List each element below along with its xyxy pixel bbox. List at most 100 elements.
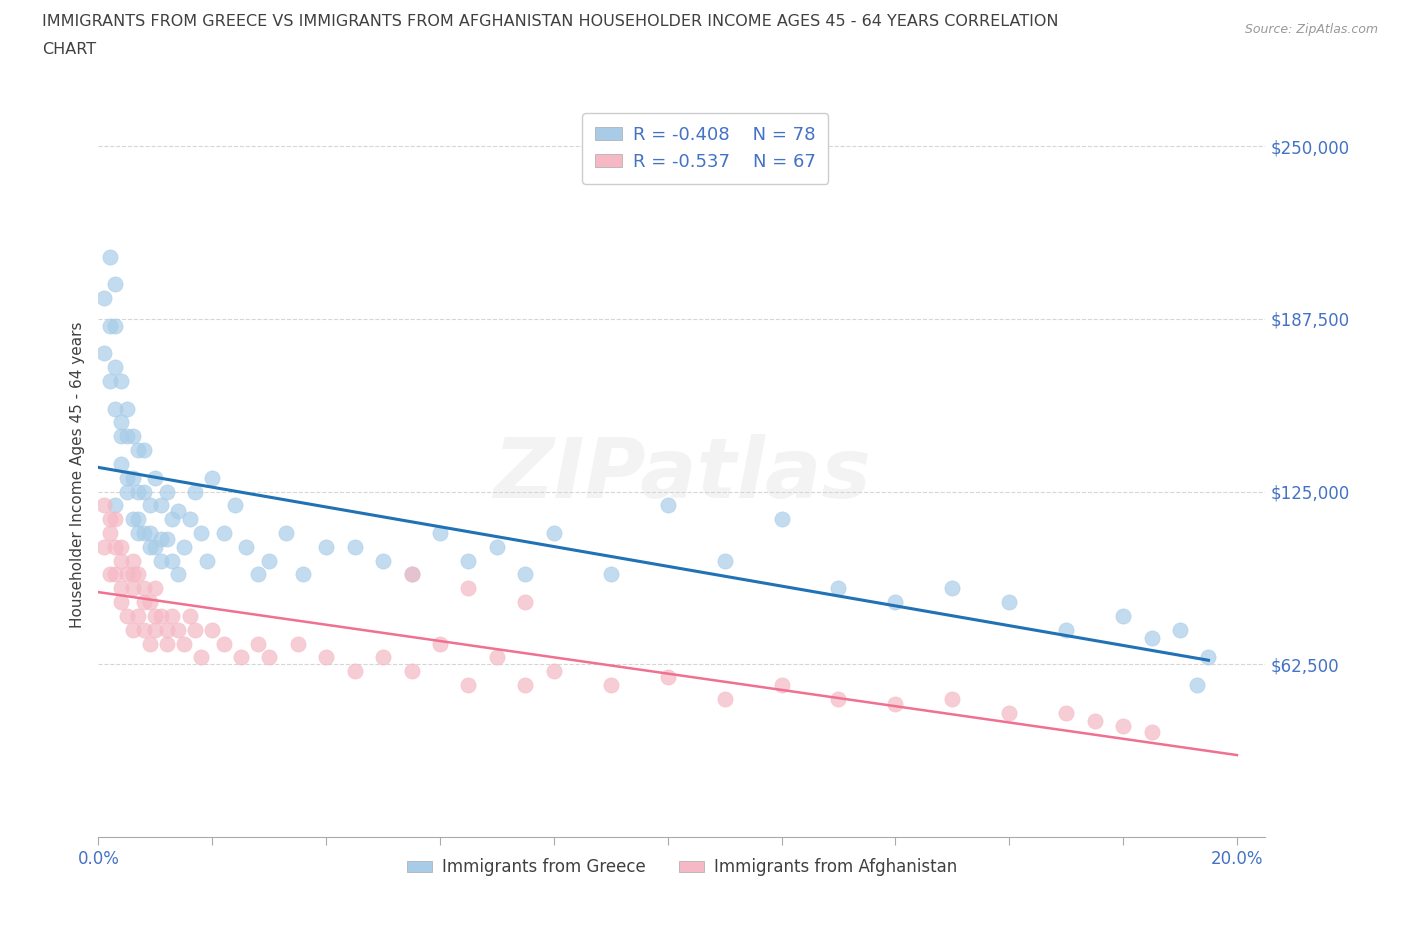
Point — [138, 539, 160, 554]
Point — [371, 650, 394, 665]
Point — [104, 567, 127, 582]
Point — [543, 525, 565, 540]
Point — [138, 636, 160, 651]
Point — [110, 594, 132, 609]
Point — [770, 512, 793, 526]
Point — [315, 539, 337, 554]
Point — [93, 291, 115, 306]
Point — [190, 650, 212, 665]
Point — [543, 664, 565, 679]
Point — [132, 622, 155, 637]
Point — [224, 498, 246, 512]
Point — [110, 429, 132, 444]
Point — [429, 636, 451, 651]
Point — [1185, 678, 1208, 693]
Point — [150, 608, 173, 623]
Text: ZIPatlas: ZIPatlas — [494, 433, 870, 515]
Point — [457, 581, 479, 596]
Point — [127, 443, 149, 458]
Point — [156, 531, 179, 546]
Point — [121, 581, 143, 596]
Point — [98, 567, 121, 582]
Point — [104, 401, 127, 416]
Point — [115, 567, 138, 582]
Point — [343, 539, 366, 554]
Point — [115, 485, 138, 499]
Point — [515, 567, 537, 582]
Point — [104, 360, 127, 375]
Point — [212, 636, 235, 651]
Point — [343, 664, 366, 679]
Point — [104, 318, 127, 333]
Point — [115, 471, 138, 485]
Point — [127, 608, 149, 623]
Legend: Immigrants from Greece, Immigrants from Afghanistan: Immigrants from Greece, Immigrants from … — [401, 852, 963, 883]
Point — [110, 581, 132, 596]
Point — [429, 525, 451, 540]
Point — [167, 503, 190, 518]
Point — [184, 622, 207, 637]
Point — [941, 691, 963, 706]
Point — [104, 512, 127, 526]
Point — [127, 512, 149, 526]
Point — [162, 512, 184, 526]
Point — [276, 525, 298, 540]
Point — [457, 678, 479, 693]
Point — [713, 691, 735, 706]
Point — [401, 567, 423, 582]
Point — [127, 525, 149, 540]
Point — [132, 581, 155, 596]
Point — [457, 553, 479, 568]
Point — [246, 636, 269, 651]
Point — [110, 457, 132, 472]
Point — [162, 608, 184, 623]
Point — [121, 567, 143, 582]
Point — [235, 539, 257, 554]
Point — [104, 277, 127, 292]
Point — [657, 498, 679, 512]
Point — [138, 594, 160, 609]
Point — [167, 622, 190, 637]
Point — [941, 581, 963, 596]
Point — [132, 594, 155, 609]
Point — [138, 525, 160, 540]
Point — [1112, 608, 1135, 623]
Point — [195, 553, 218, 568]
Point — [110, 374, 132, 389]
Point — [138, 498, 160, 512]
Point — [143, 622, 166, 637]
Y-axis label: Householder Income Ages 45 - 64 years: Householder Income Ages 45 - 64 years — [69, 321, 84, 628]
Point — [173, 636, 195, 651]
Point — [770, 678, 793, 693]
Point — [115, 429, 138, 444]
Point — [179, 512, 201, 526]
Point — [1054, 705, 1077, 720]
Point — [167, 567, 190, 582]
Point — [98, 318, 121, 333]
Point — [150, 498, 173, 512]
Point — [998, 705, 1021, 720]
Point — [315, 650, 337, 665]
Point — [132, 485, 155, 499]
Point — [599, 567, 621, 582]
Point — [998, 594, 1021, 609]
Point — [156, 636, 179, 651]
Point — [485, 650, 508, 665]
Point — [104, 539, 127, 554]
Point — [246, 567, 269, 582]
Point — [143, 539, 166, 554]
Point — [127, 485, 149, 499]
Point — [143, 581, 166, 596]
Point — [1140, 631, 1163, 645]
Point — [401, 664, 423, 679]
Point — [599, 678, 621, 693]
Point — [287, 636, 309, 651]
Point — [93, 498, 115, 512]
Point — [127, 567, 149, 582]
Point — [93, 346, 115, 361]
Point — [121, 553, 143, 568]
Point — [93, 539, 115, 554]
Text: CHART: CHART — [42, 42, 96, 57]
Point — [104, 498, 127, 512]
Point — [121, 471, 143, 485]
